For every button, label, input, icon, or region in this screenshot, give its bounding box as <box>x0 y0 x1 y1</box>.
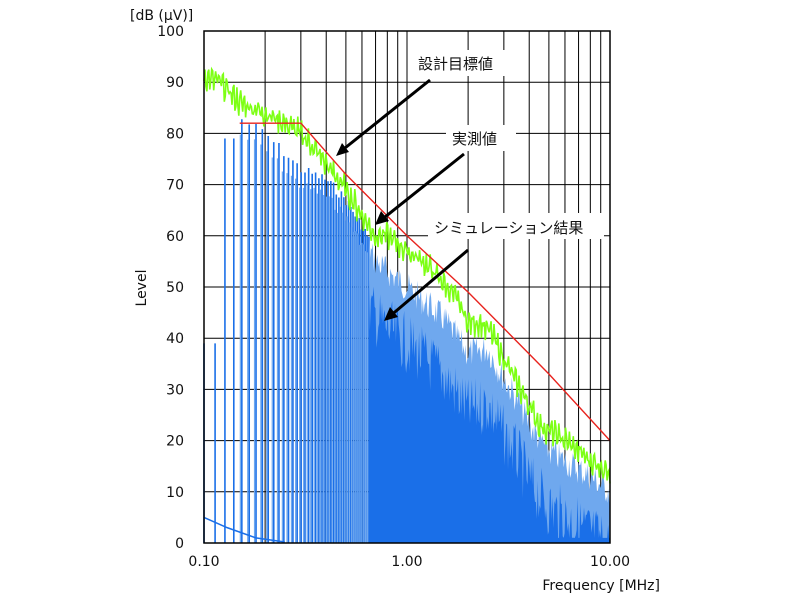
y-tick-label: 70 <box>166 178 184 194</box>
y-unit-label: [dB (μV)] <box>130 8 193 24</box>
simulation-spectrum <box>203 119 610 543</box>
y-tick-label: 90 <box>166 75 184 91</box>
annotation-limit-arrowhead <box>336 143 349 156</box>
x-tick-labels: 0.10 1.00 10.00 <box>188 554 630 570</box>
x-axis-title: Frequency [MHz] <box>542 578 660 594</box>
measured-line <box>203 66 611 484</box>
y-tick-label: 60 <box>166 229 184 245</box>
y-tick-label: 80 <box>166 126 184 142</box>
annotations: 設計目標値 実測値 シミュレーション結果 <box>336 50 604 321</box>
simulation-baseline <box>203 516 285 543</box>
y-tick-label: 30 <box>166 382 184 398</box>
annotation-limit-arrow <box>339 78 431 154</box>
annotation-simulation-label: シミュレーション結果 <box>434 219 583 237</box>
y-axis-title: Level <box>134 270 150 307</box>
simulation-envelope <box>369 280 610 543</box>
x-tick-label: 0.10 <box>188 554 219 570</box>
annotation-measured-bg <box>446 125 516 151</box>
annotation-simulation-arrow <box>388 248 469 319</box>
y-tick-label: 50 <box>166 280 184 296</box>
y-tick-label: 20 <box>166 434 184 450</box>
y-tick-label: 40 <box>166 331 184 347</box>
plot-frame <box>203 30 611 544</box>
annotation-simulation-bg <box>428 213 604 239</box>
x-tick-label: 1.00 <box>391 554 422 570</box>
y-tick-label: 0 <box>175 536 184 552</box>
y-tick-label: 100 <box>157 24 184 40</box>
annotation-simulation-arrowhead <box>384 307 398 321</box>
annotation-limit-label: 設計目標値 <box>418 55 493 73</box>
limit-line <box>239 122 611 442</box>
annotation-measured-arrowhead <box>375 211 389 225</box>
annotation-measured-arrow <box>379 152 465 223</box>
x-tick-label: 10.00 <box>590 554 630 570</box>
y-tick-label: 10 <box>166 485 184 501</box>
annotation-limit-bg <box>412 50 520 76</box>
series-lines <box>203 66 611 484</box>
y-tick-labels: 0 10 20 30 40 50 60 70 80 90 100 <box>157 24 184 552</box>
annotation-measured-label: 実測値 <box>452 130 497 148</box>
